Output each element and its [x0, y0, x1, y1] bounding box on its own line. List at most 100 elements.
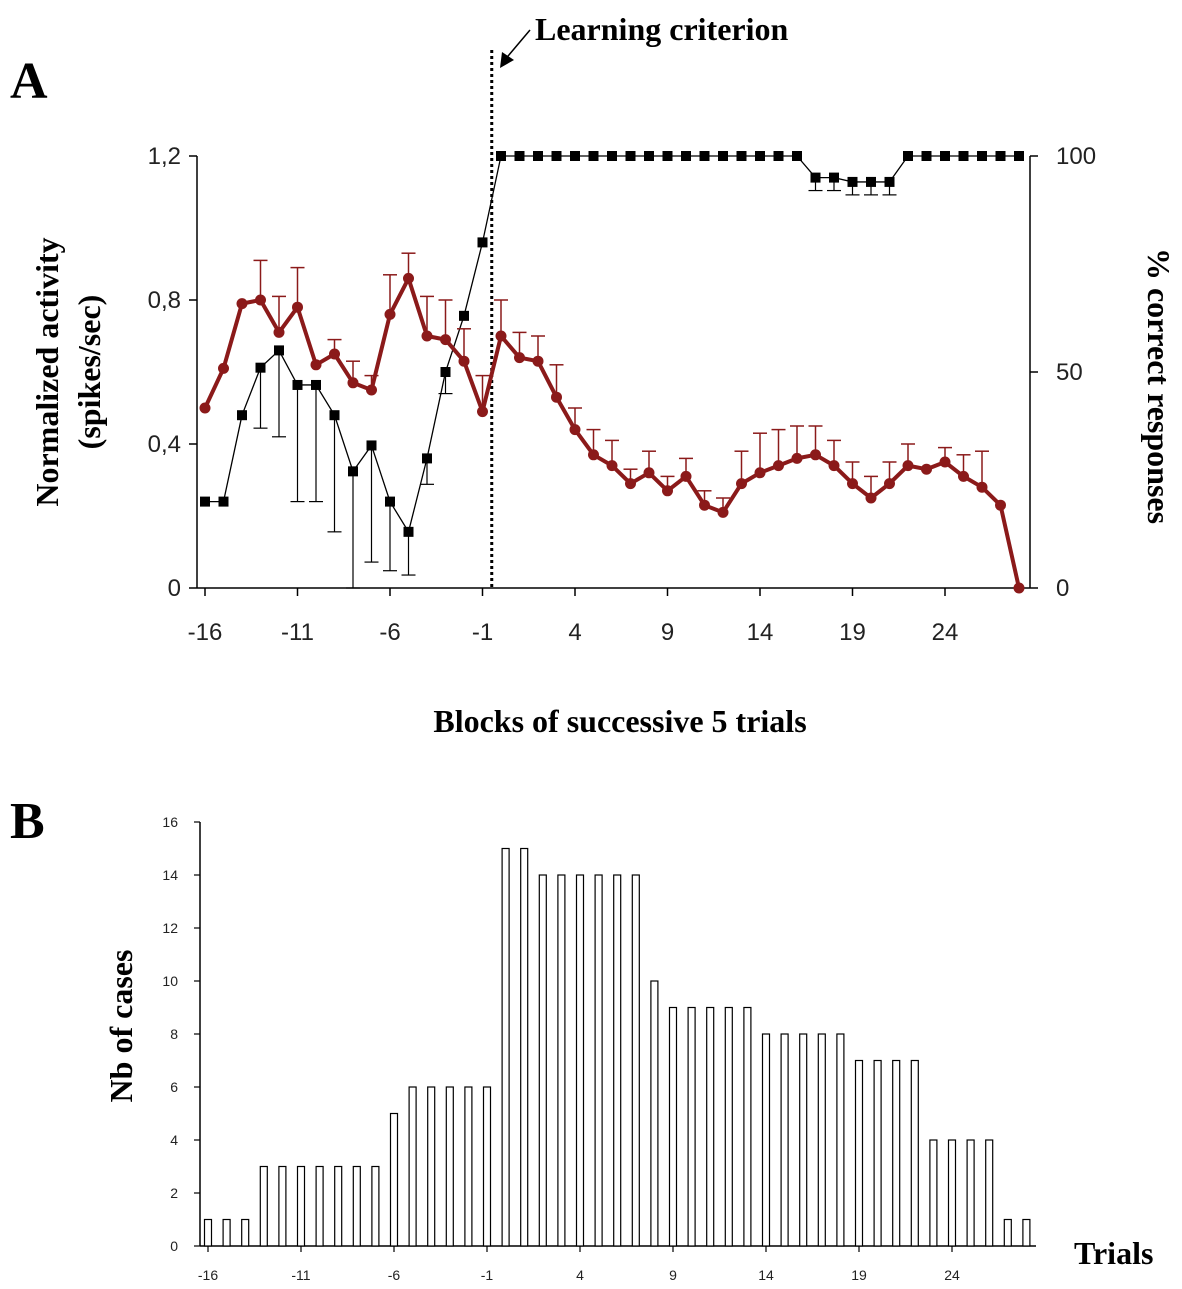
correct-responses-point [810, 172, 821, 183]
correct-responses-point [329, 410, 340, 421]
correct-responses-point [218, 496, 229, 507]
correct-responses-point [496, 151, 506, 161]
activity-point [588, 449, 599, 461]
correct-responses-point [699, 151, 710, 161]
activity-point [939, 456, 951, 468]
activity-point [458, 355, 470, 367]
activity-point [495, 330, 507, 342]
histogram-bar [520, 847, 529, 1247]
correct-responses-point [348, 466, 358, 477]
correct-responses-point [995, 151, 1006, 161]
histogram-bar [315, 1165, 324, 1247]
panel-a-y-tick-label: 0,8 [148, 287, 181, 314]
activity-point [347, 377, 359, 389]
correct-responses-point [366, 440, 377, 451]
activity-point [551, 391, 562, 403]
activity-point [403, 272, 414, 284]
correct-responses-point [921, 151, 932, 161]
panel-b-letter: B [10, 793, 45, 850]
histogram-bar [557, 874, 566, 1247]
correct-responses-point [755, 151, 765, 161]
correct-responses-point [477, 237, 488, 248]
panel-b-y-tick-label: 16 [162, 814, 178, 830]
correct-responses-point [385, 496, 395, 507]
activity-point [921, 463, 932, 475]
activity-point [865, 492, 877, 504]
activity-point [662, 485, 673, 497]
panel-b-y-label: Nb of cases [103, 950, 139, 1103]
panel-b-y-tick-label: 12 [162, 920, 178, 936]
activity-point [310, 359, 322, 371]
panel-b-x-tick-label: 4 [576, 1267, 584, 1283]
correct-responses-point [829, 172, 839, 183]
histogram-bar [613, 874, 622, 1247]
activity-point [810, 449, 821, 461]
histogram-bar [836, 1033, 845, 1247]
histogram-bar [1022, 1218, 1031, 1247]
activity-point [255, 294, 266, 306]
correct-responses-point [644, 151, 654, 161]
activity-point [236, 298, 248, 310]
histogram-bar [408, 1086, 417, 1247]
panel-a-y-unit: (spikes/sec) [71, 295, 107, 450]
panel-b-x-tick-label: 9 [669, 1267, 677, 1283]
activity-point [902, 460, 914, 472]
panel-a-y-tick-label: 0 [168, 575, 181, 602]
learning-criterion-label: Learning criterion [535, 11, 788, 47]
panel-a-letter: A [10, 53, 48, 110]
correct-responses-point [792, 151, 802, 161]
activity-point [680, 470, 692, 482]
histogram-bar [631, 874, 640, 1247]
panel-b-x-tick-label: -1 [481, 1267, 494, 1283]
correct-responses-point [681, 151, 691, 161]
activity-point [384, 308, 396, 320]
correct-responses-point [625, 151, 636, 161]
panel-a-y-tick-label: 1,2 [148, 143, 181, 170]
correct-responses-point [292, 379, 303, 390]
histogram-bar [873, 1059, 882, 1247]
correct-responses-point [588, 151, 599, 161]
panel-a-chart: 0 0,4 0,8 1,2 0 50 100 -16 -11 -6 -1 4 9 14 19 24 [148, 29, 1096, 646]
correct-responses-point [958, 151, 969, 161]
histogram-bar [501, 847, 510, 1247]
histogram-bar [985, 1139, 994, 1247]
histogram-bar [482, 1086, 492, 1247]
panel-b-y-tick-label: 4 [170, 1132, 178, 1148]
correct-responses-point [773, 151, 784, 161]
histogram-bar [706, 1006, 715, 1247]
panel-b-y-tick-label: 6 [170, 1079, 178, 1095]
panel-a-y2-label: % correct responses [1141, 248, 1177, 524]
correct-responses-point [570, 151, 580, 161]
panel-b-x-tick-label: -16 [198, 1267, 218, 1283]
panel-b-y-tick-label: 8 [170, 1026, 178, 1042]
activity-point [421, 330, 433, 342]
activity-point [976, 481, 988, 493]
histogram-bar [687, 1006, 696, 1247]
activity-point [828, 460, 840, 472]
activity-point [791, 452, 803, 464]
correct-responses-point [440, 367, 451, 377]
panel-a-y2-tick-label: 0 [1056, 575, 1069, 602]
activity-point [273, 326, 285, 338]
correct-responses-point [551, 151, 562, 161]
panel-b-y-tick-label: 2 [170, 1185, 178, 1201]
panel-a-y-label: Normalized activity [29, 237, 65, 506]
histogram-bar [538, 874, 547, 1247]
correct-responses-point [403, 526, 414, 537]
histogram-bar [929, 1139, 938, 1247]
panel-b-y-tick-label: 0 [170, 1238, 178, 1254]
histogram-bar [594, 874, 603, 1247]
activity-point [569, 424, 581, 436]
activity-point [1013, 582, 1025, 594]
correct-responses-point [533, 151, 543, 161]
panel-a-y2-tick-label: 50 [1056, 359, 1083, 386]
histogram-bar [743, 1006, 752, 1247]
histogram-bar [296, 1165, 306, 1247]
correct-responses-point [311, 379, 321, 390]
activity-point [606, 460, 618, 472]
histogram-bar [668, 1006, 678, 1247]
histogram-bar [203, 1218, 213, 1247]
activity-point [514, 352, 525, 364]
correct-responses-point [274, 345, 284, 356]
histogram-bar [650, 980, 659, 1247]
